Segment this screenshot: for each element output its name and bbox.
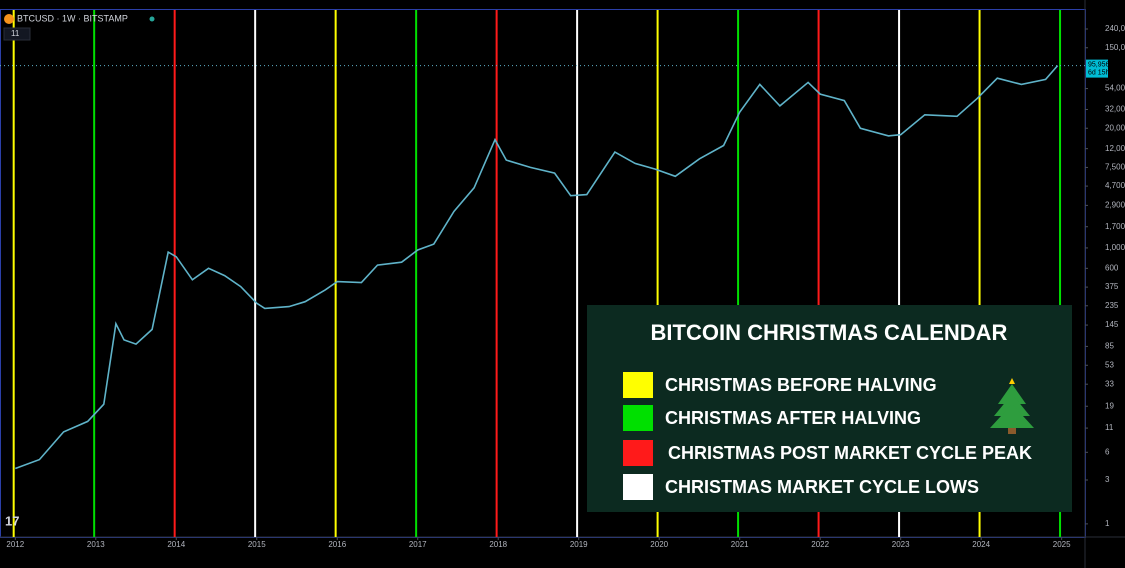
last-price-countdown: 6d 15h <box>1088 69 1110 76</box>
legend-swatch <box>623 440 653 466</box>
x-tick-label: 2019 <box>570 540 588 549</box>
x-tick-label: 2018 <box>489 540 507 549</box>
y-tick-label: 53 <box>1105 360 1114 369</box>
y-tick-label: 2,900 <box>1105 201 1125 210</box>
x-tick-label: 2025 <box>1053 540 1071 549</box>
y-tick-label: 33 <box>1105 379 1114 388</box>
status-dot <box>149 16 155 22</box>
y-tick-label: 1 <box>1105 519 1110 528</box>
x-tick-label: 2022 <box>811 540 829 549</box>
last-price-box <box>1086 59 1108 78</box>
y-tick-label: 600 <box>1105 263 1119 272</box>
price-line <box>15 65 1059 470</box>
y-tick-label: 1,000 <box>1105 243 1125 252</box>
y-tick-label: 1,700 <box>1105 222 1125 231</box>
y-tick-label: 85 <box>1105 342 1114 351</box>
indicator: 11 <box>11 29 20 38</box>
y-tick-label: 32,000 <box>1105 105 1125 114</box>
y-tick-label: 4,700 <box>1105 181 1125 190</box>
y-tick-label: 12,000 <box>1105 144 1125 153</box>
x-tick-label: 2015 <box>248 540 266 549</box>
y-tick-label: 20,000 <box>1105 123 1125 132</box>
legend-box <box>587 305 1072 512</box>
x-tick-label: 2017 <box>409 540 427 549</box>
y-tick-label: 19 <box>1105 401 1114 410</box>
x-tick-label: 2023 <box>892 540 910 549</box>
legend-swatch <box>623 372 653 398</box>
legend: BITCOIN CHRISTMAS CALENDAR <box>587 305 1072 512</box>
logo: 17 <box>5 513 19 528</box>
legend-label: CHRISTMAS POST MARKET CYCLE PEAK <box>668 443 1032 463</box>
x-tick-label: 2013 <box>87 540 105 549</box>
legend-label: CHRISTMAS AFTER HALVING <box>665 408 921 428</box>
legend-label: CHRISTMAS BEFORE HALVING <box>665 375 937 395</box>
legend-title: BITCOIN CHRISTMAS CALENDAR <box>651 320 1008 345</box>
y-tick-label: 11 <box>1105 423 1114 432</box>
legend-swatch <box>623 405 653 431</box>
x-tick-label: 2024 <box>972 540 990 549</box>
y-tick-label: 7,500 <box>1105 163 1125 172</box>
x-tick-label: 2016 <box>328 540 346 549</box>
indicator-box[interactable] <box>3 27 31 41</box>
y-tick-label: 240,000 <box>1105 24 1125 33</box>
legend-swatch <box>623 474 653 500</box>
symbol: BTCUSD · 1W · BITSTAMP <box>17 13 128 23</box>
plot-area <box>0 10 1085 537</box>
y-tick-label: 145 <box>1105 320 1119 329</box>
y-tick-label: 6 <box>1105 447 1110 456</box>
x-tick-label: 2014 <box>167 540 185 549</box>
legend-label: CHRISTMAS MARKET CYCLE LOWS <box>665 477 979 497</box>
y-tick-label: 150,000 <box>1105 43 1125 52</box>
y-tick-label: 54,000 <box>1105 84 1125 93</box>
x-tick-label: 2020 <box>650 540 668 549</box>
x-tick-label: 2021 <box>731 540 749 549</box>
y-tick-label: 375 <box>1105 282 1119 291</box>
last-price-label: 95,956 <box>1088 61 1110 68</box>
x-tick-label: 2012 <box>6 540 24 549</box>
y-tick-label: 3 <box>1105 475 1110 484</box>
tree-icon <box>990 378 1034 434</box>
symbol-icon <box>4 14 14 24</box>
y-tick-label: 235 <box>1105 301 1119 310</box>
